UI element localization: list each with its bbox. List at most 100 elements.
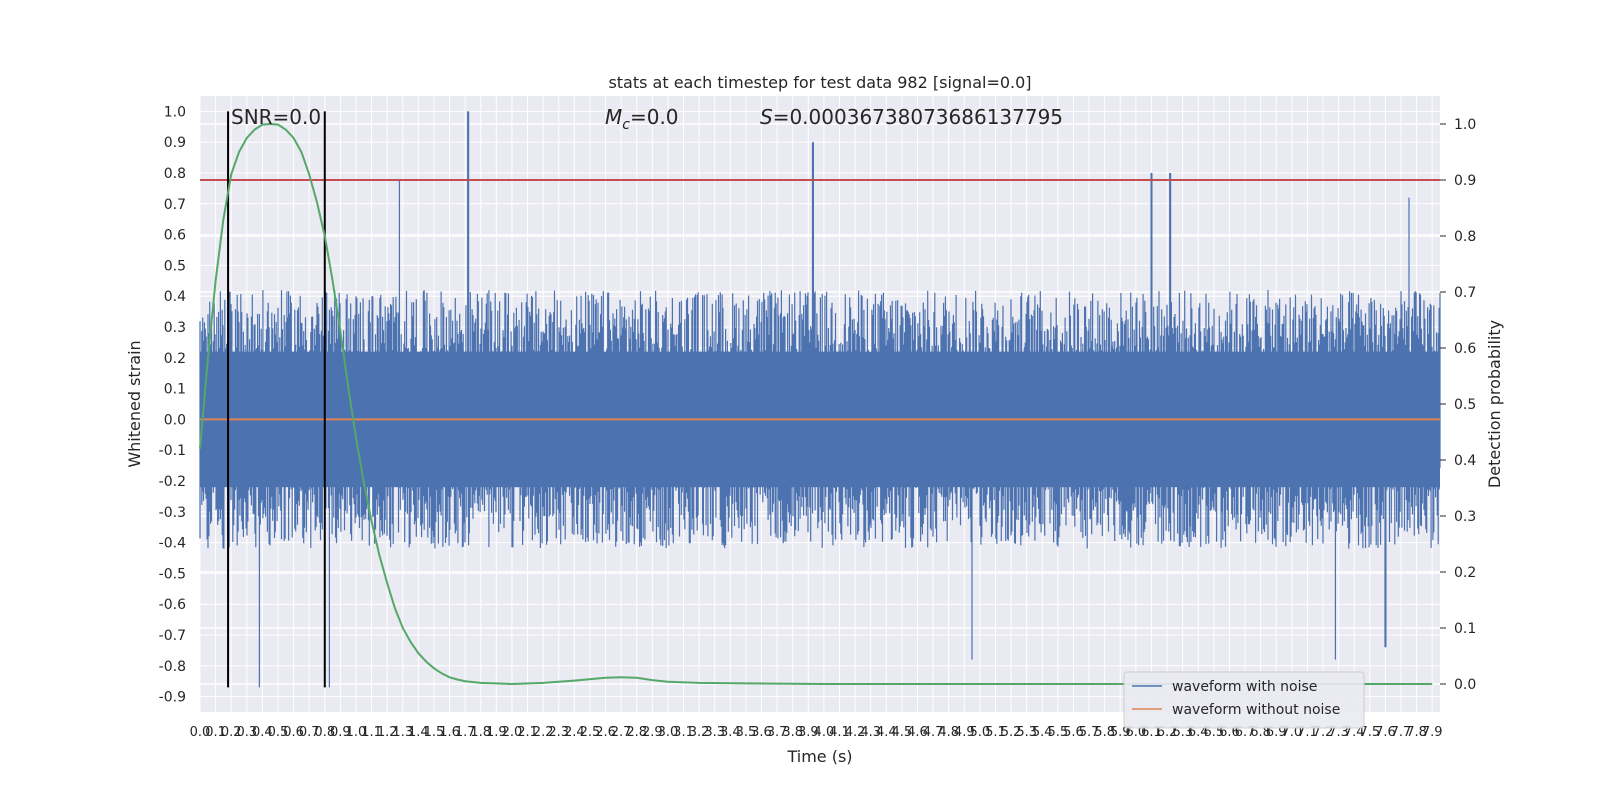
x-tick-labels: 0.00.10.20.30.40.50.60.70.80.91.01.11.21… [190,725,1443,740]
y-tick-label: -0.2 [159,474,186,490]
x-tick-label: 2.2 [533,725,554,740]
s-symbol: S [760,105,773,129]
x-tick-label: 0.3 [236,725,257,740]
x-tick-label: 3.0 [658,725,679,740]
x-tick-label: 4.5 [892,725,913,740]
x-tick-label: 3.7 [767,725,788,740]
y-tick-label: 0.1 [164,382,186,398]
x-tick-label: 4.4 [876,725,897,740]
y-tick-label: 0.3 [164,320,186,336]
x-tick-label: 2.7 [611,725,632,740]
y-tick-label: 0.6 [164,228,186,244]
x-tick-label: 0.7 [299,725,320,740]
x-tick-label: 5.0 [970,725,991,740]
x-tick-label: 0.2 [221,725,242,740]
x-tick-label: 2.5 [580,725,601,740]
y-tick-label: -0.3 [159,505,186,521]
x-tick-label: 1.5 [424,725,445,740]
x-tick-label: 7.5 [1359,725,1380,740]
x-tick-label: 6.4 [1188,725,1209,740]
y-tick-label: 0.4 [164,289,186,305]
x-tick-label: 2.4 [564,725,585,740]
x-tick-label: 3.3 [704,725,725,740]
chart-title: stats at each timestep for test data 982… [608,73,1031,92]
x-tick-label: 2.8 [626,725,647,740]
x-tick-label: 4.8 [938,725,959,740]
x-tick-label: 1.0 [346,725,367,740]
x-tick-label: 0.8 [314,725,335,740]
x-tick-label: 4.1 [829,725,850,740]
y-tick-label: 0.9 [164,135,186,151]
x-tick-label: 1.6 [439,725,460,740]
x-tick-label: 4.2 [845,725,866,740]
y-tick-label: 0.0 [164,412,186,428]
y-tick-label: 1.0 [164,104,186,120]
x-tick-label: 1.1 [361,725,382,740]
x-axis-label: Time (s) [786,747,852,766]
x-tick-label: 6.8 [1250,725,1271,740]
x-tick-label: 2.9 [642,725,663,740]
x-tick-label: 5.7 [1079,725,1100,740]
y2-tick-label: 0.7 [1454,285,1476,301]
y-tick-label: 0.8 [164,166,186,182]
x-tick-label: 5.2 [1001,725,1022,740]
y2-axis-label: Detection probability [1485,320,1504,488]
x-tick-label: 2.1 [517,725,538,740]
snr-annotation: SNR=0.0 [231,105,321,129]
x-tick-label: 5.8 [1094,725,1115,740]
x-tick-label: 7.4 [1344,725,1365,740]
x-tick-label: 3.2 [689,725,710,740]
mc-value: =0.0 [630,105,679,129]
x-tick-label: 1.2 [377,725,398,740]
y2-tick-label: 0.4 [1454,453,1476,469]
y-tick-label: -0.5 [159,566,186,582]
legend-label-clean: waveform without noise [1172,702,1340,718]
y-tick-label: -0.1 [159,443,186,459]
x-tick-label: 1.8 [470,725,491,740]
y2-tick-label: 0.6 [1454,341,1476,357]
x-tick-label: 3.8 [782,725,803,740]
s-value: =0.00036738073686137795 [773,105,1063,129]
y-tick-label: -0.6 [159,597,186,613]
x-tick-label: 3.6 [751,725,772,740]
y2-tick-label: 0.1 [1454,621,1476,637]
x-tick-label: 7.8 [1406,725,1427,740]
x-tick-label: 7.9 [1422,725,1443,740]
x-tick-label: 7.3 [1328,725,1349,740]
x-tick-label: 4.9 [954,725,975,740]
legend-label-noise: waveform with noise [1172,679,1317,695]
x-tick-label: 0.4 [252,725,273,740]
x-tick-label: 2.6 [595,725,616,740]
x-tick-label: 6.2 [1157,725,1178,740]
x-tick-label: 3.5 [736,725,757,740]
y2-tick-label: 1.0 [1454,117,1476,133]
y2-tick-label: 0.8 [1454,229,1476,245]
x-tick-label: 1.9 [486,725,507,740]
x-tick-label: 0.6 [283,725,304,740]
x-tick-label: 6.0 [1126,725,1147,740]
legend-box [1123,671,1365,729]
x-tick-label: 0.9 [330,725,351,740]
y-tick-label: 0.5 [164,258,186,274]
x-tick-label: 0.5 [268,725,289,740]
y2-tick-label: 0.0 [1454,677,1476,693]
s-annotation: S=0.00036738073686137795 [760,105,1063,129]
x-tick-label: 7.1 [1297,725,1318,740]
x-tick-label: 6.6 [1219,725,1240,740]
y-tick-labels: 1.0 0.9 0.8 0.7 0.6 0.5 0.4 0.3 0.2 0.1 0.0 -0.1 -0.… [159,104,186,705]
y-tick-label: 0.2 [164,351,186,367]
x-tick-label: 4.3 [860,725,881,740]
x-tick-label: 0.1 [205,725,226,740]
y-tick-label: -0.7 [159,628,186,644]
x-tick-label: 7.7 [1391,725,1412,740]
y-tick-label: 0.7 [164,197,186,213]
x-tick-label: 2.3 [548,725,569,740]
x-tick-label: 5.5 [1048,725,1069,740]
x-tick-label: 1.7 [455,725,476,740]
x-tick-label: 6.1 [1141,725,1162,740]
y-tick-label: -0.4 [159,536,186,552]
y2-tick-label: 0.2 [1454,565,1476,581]
x-tick-label: 7.6 [1375,725,1396,740]
y2-tick-label: 0.3 [1454,509,1476,525]
